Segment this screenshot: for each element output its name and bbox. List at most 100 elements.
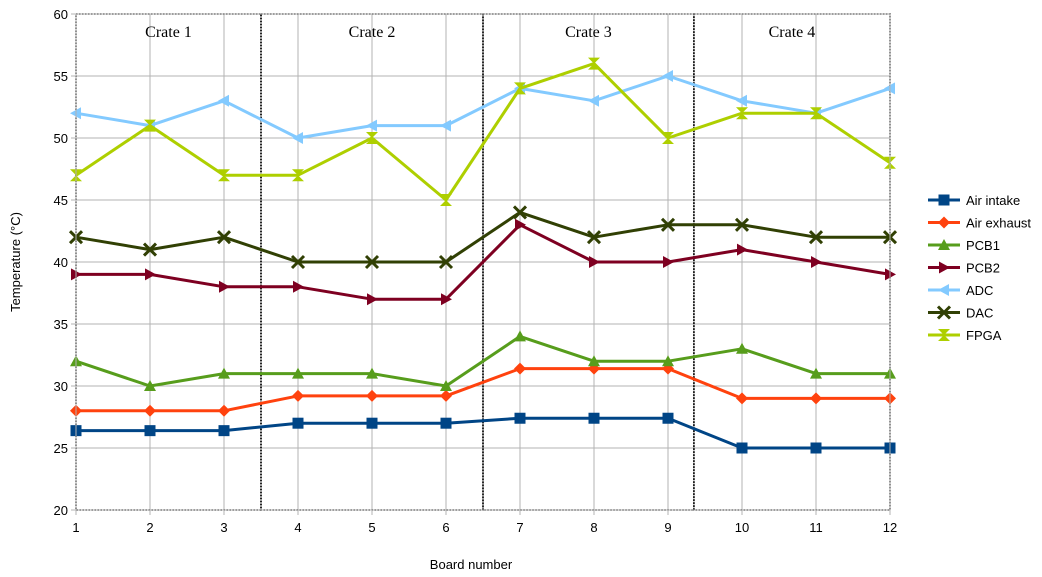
data-point (440, 194, 452, 206)
legend-item: PCB1 (928, 238, 1000, 253)
data-point (662, 70, 673, 82)
data-point (810, 442, 822, 454)
plot-frame (75, 13, 891, 511)
series-line (76, 416, 890, 450)
legend-swatch-marker (938, 239, 950, 250)
x-tick-label: 6 (442, 520, 449, 535)
x-tick-label: 7 (516, 520, 523, 535)
data-point (512, 205, 528, 220)
data-point (810, 367, 822, 379)
data-point (292, 169, 304, 182)
data-point (218, 94, 229, 107)
x-tick-label: 9 (664, 520, 671, 535)
data-point (145, 268, 156, 281)
series-pcb2 (71, 218, 896, 306)
series-fpga (70, 57, 896, 206)
crate-label: Crate 2 (349, 24, 396, 41)
data-point (366, 417, 378, 429)
data-point (144, 119, 156, 132)
x-tick-label: 10 (735, 520, 749, 535)
data-point (662, 412, 674, 424)
y-tick-label: 45 (54, 193, 68, 208)
data-point (218, 367, 230, 379)
data-point (144, 380, 156, 391)
data-point (736, 107, 748, 120)
data-point (366, 389, 378, 402)
data-point (144, 425, 156, 437)
y-tick-label: 25 (54, 441, 68, 456)
series-line (75, 74, 891, 140)
legend-label: Air exhaust (966, 216, 1031, 231)
data-point (811, 256, 822, 268)
x-tick-label: 8 (590, 520, 597, 535)
x-axis-ticks: 1 2 3 4 5 6 7 8 9 10 11 12 (72, 510, 897, 535)
data-point (440, 119, 451, 132)
data-point (218, 425, 230, 437)
y-tick-label: 50 (54, 131, 68, 146)
data-point (736, 392, 748, 405)
data-point (588, 94, 599, 107)
x-tick-label: 11 (809, 520, 823, 535)
data-point (734, 217, 750, 232)
data-point (364, 254, 380, 270)
data-series (68, 57, 898, 454)
y-tick-label: 60 (54, 7, 68, 22)
legend-swatch-marker (938, 194, 950, 206)
data-point (810, 392, 822, 405)
series-air-intake (70, 412, 896, 454)
legend-item: Air intake (928, 193, 1020, 208)
series-line (75, 62, 891, 202)
data-point (70, 169, 82, 182)
data-point (142, 242, 158, 257)
data-point (736, 342, 748, 354)
legend-swatch-marker (936, 305, 952, 320)
x-tick-label: 1 (72, 520, 79, 535)
data-point (660, 217, 676, 232)
legend-item: PCB2 (928, 261, 1000, 276)
data-point (366, 132, 378, 144)
legend-label: DAC (966, 306, 993, 321)
data-point (216, 230, 232, 245)
crate-label: Crate 3 (565, 24, 612, 41)
series-line (76, 223, 891, 301)
data-point (292, 367, 304, 379)
series-line (75, 334, 890, 388)
legend-item: DAC (928, 305, 993, 321)
series-dac (68, 205, 898, 270)
legend-label: Air intake (966, 193, 1020, 208)
data-point (293, 280, 304, 293)
y-axis-title: Temperature (°C) (8, 212, 23, 312)
data-point (144, 404, 156, 417)
data-point (218, 404, 230, 417)
x-tick-label: 3 (220, 520, 227, 535)
data-point (662, 132, 674, 144)
data-point (586, 230, 602, 245)
legend-swatch-marker (938, 284, 949, 296)
data-point (440, 389, 452, 402)
legend-label: FPGA (966, 328, 1002, 343)
data-point (441, 293, 452, 306)
legend-item: FPGA (928, 328, 1002, 343)
data-point (219, 280, 230, 293)
data-point (808, 230, 824, 245)
data-point (588, 57, 600, 70)
y-tick-label: 20 (54, 503, 68, 518)
x-tick-label: 5 (368, 520, 375, 535)
data-point (810, 107, 822, 120)
data-point (366, 119, 377, 132)
data-point (292, 389, 304, 402)
data-point (662, 355, 674, 367)
data-point (514, 362, 526, 375)
legend-swatch-marker (939, 261, 950, 274)
data-point (589, 256, 600, 268)
legend-label: PCB2 (966, 261, 1000, 276)
legend-swatch-marker (938, 329, 950, 341)
data-point (292, 417, 304, 429)
data-point (366, 367, 378, 379)
data-point (292, 132, 303, 144)
data-point (663, 256, 674, 268)
data-point (515, 218, 526, 231)
series-line (75, 210, 890, 264)
y-tick-label: 35 (54, 317, 68, 332)
